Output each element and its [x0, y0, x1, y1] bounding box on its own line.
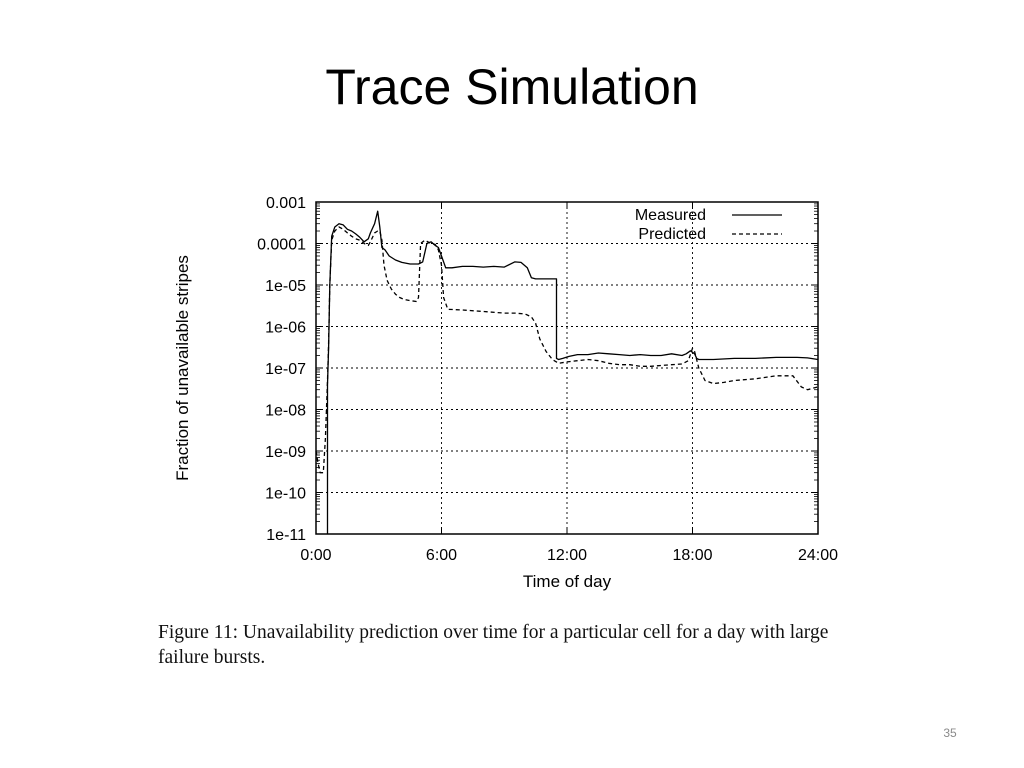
chart-series-group [315, 210, 819, 534]
x-tick-label: 6:00 [426, 547, 457, 564]
legend-label-measured: Measured [635, 207, 706, 224]
y-tick-label: 0.0001 [257, 237, 306, 254]
y-tick-label: 0.001 [266, 195, 306, 212]
y-tick-label: 1e-09 [265, 444, 306, 461]
y-tick-label: 1e-11 [266, 527, 306, 544]
y-axis-label: Fraction of unavailable stripes [173, 255, 192, 481]
series-line-predicted [315, 226, 819, 474]
y-tick-label: 1e-10 [265, 486, 306, 503]
series-line-measured [326, 210, 819, 534]
x-tick-label: 0:00 [300, 547, 331, 564]
y-tick-label: 1e-06 [265, 320, 306, 337]
slide-title: Trace Simulation [325, 59, 699, 115]
x-axis-label: Time of day [523, 572, 612, 591]
page-number: 35 [943, 726, 957, 740]
legend-label-predicted: Predicted [638, 226, 706, 243]
y-tick-label: 1e-08 [265, 403, 306, 420]
y-tick-label: 1e-07 [265, 361, 306, 378]
figure-caption: Figure 11: Unavailability prediction ove… [158, 622, 829, 668]
axis-ticks: 1e-11 1e-10 1e-09 1e-08 1e-07 1e-06 1e-05 0.000… [257, 195, 838, 564]
x-tick-label: 18:00 [672, 547, 712, 564]
chart-grid [316, 202, 818, 534]
x-tick-label: 12:00 [547, 547, 587, 564]
chart-legend: Measured Predicted [635, 207, 782, 243]
x-tick-label: 24:00 [798, 547, 838, 564]
y-tick-label: 1e-05 [265, 278, 306, 295]
